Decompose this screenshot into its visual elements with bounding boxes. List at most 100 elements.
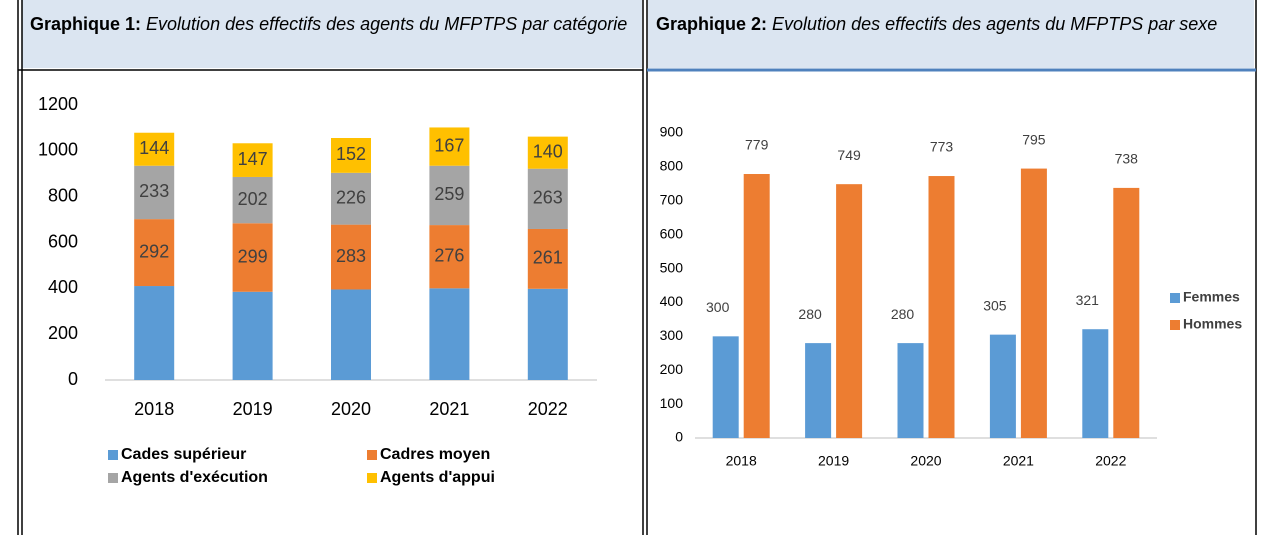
y-tick-label: 400	[48, 277, 78, 297]
data-label: 259	[434, 184, 464, 204]
y-tick-label: 200	[48, 323, 78, 343]
header-2: Graphique 2: Evolution des effectifs des…	[648, 0, 1254, 68]
data-label: 276	[434, 245, 464, 265]
legend-label: Femmes	[1183, 289, 1240, 305]
bar-segment	[331, 224, 371, 290]
bar	[743, 174, 770, 438]
data-label: 305	[983, 297, 1007, 313]
y-tick-label: 600	[48, 231, 78, 251]
bar	[928, 176, 955, 439]
bar	[1082, 329, 1109, 438]
data-label: 773	[930, 139, 954, 155]
x-tick-label: 2022	[528, 399, 568, 419]
x-tick-label: 2019	[818, 453, 849, 469]
bar	[1020, 168, 1047, 439]
x-tick-label: 2021	[429, 399, 469, 419]
legend-swatch	[108, 450, 118, 460]
legend-label: Cades supérieur	[121, 446, 246, 463]
bar-segment	[134, 286, 175, 380]
data-label: 152	[336, 144, 366, 164]
chart-subtitle: Evolution des effectifs des agents du MF…	[146, 14, 628, 34]
data-label: 321	[1076, 292, 1100, 308]
legend-swatch	[367, 450, 377, 460]
bar	[836, 184, 863, 438]
data-label: 280	[798, 306, 822, 322]
bar-segment	[134, 132, 175, 166]
bar-segment	[429, 165, 470, 226]
legend-swatch	[367, 473, 377, 483]
data-label: 299	[238, 246, 268, 266]
data-label: 300	[706, 299, 730, 315]
bar-segment	[429, 225, 470, 289]
bar-segment	[232, 176, 273, 224]
data-label: 261	[533, 248, 563, 268]
bar	[712, 336, 739, 438]
data-label: 233	[139, 181, 169, 201]
y-tick-label: 200	[660, 361, 684, 377]
bar-segment	[429, 127, 470, 166]
data-label: 283	[336, 246, 366, 266]
legend-label: Agents d'exécution	[121, 469, 268, 486]
y-tick-label: 1000	[38, 140, 78, 160]
x-tick-label: 2021	[1003, 453, 1034, 469]
data-label: 738	[1115, 151, 1139, 167]
y-tick-label: 500	[660, 259, 684, 275]
y-tick-label: 700	[660, 191, 684, 207]
bar	[805, 343, 832, 438]
legend-label: Cadres moyen	[380, 446, 490, 463]
bar-segment	[232, 143, 273, 177]
y-tick-label: 100	[660, 395, 684, 411]
y-tick-label: 800	[48, 185, 78, 205]
data-label: 144	[139, 138, 169, 158]
data-label: 140	[533, 141, 563, 161]
y-tick-label: 1200	[38, 94, 78, 114]
y-tick-label: 800	[660, 158, 684, 174]
chart-title: Graphique 1:	[30, 14, 142, 34]
x-tick-label: 2020	[331, 399, 371, 419]
y-tick-label: 600	[660, 225, 684, 241]
y-tick-label: 0	[675, 429, 683, 445]
x-tick-label: 2019	[233, 399, 273, 419]
bar-segment	[232, 291, 273, 380]
bar-segment	[527, 136, 568, 169]
y-tick-label: 300	[660, 327, 684, 343]
bar-segment	[527, 168, 568, 229]
data-label: 280	[891, 306, 915, 322]
bar-segment	[429, 288, 470, 380]
legend-label: Agents d'appui	[380, 469, 495, 486]
y-tick-label: 0	[68, 369, 78, 389]
bar-segment	[134, 165, 175, 220]
bar-segment	[527, 228, 568, 289]
data-label: 292	[139, 241, 169, 261]
bar-segment	[527, 288, 568, 380]
data-label: 226	[336, 187, 366, 207]
y-tick-label: 400	[660, 293, 684, 309]
x-tick-label: 2022	[1095, 453, 1126, 469]
data-label: 779	[745, 137, 769, 153]
bar	[897, 343, 924, 438]
data-label: 263	[533, 188, 563, 208]
data-label: 167	[434, 135, 464, 155]
data-label: 749	[837, 147, 861, 163]
legend-swatch	[108, 473, 118, 483]
legend-swatch	[1170, 320, 1180, 330]
legend-swatch	[1170, 293, 1180, 303]
bar	[989, 334, 1016, 438]
y-tick-label: 900	[660, 124, 684, 140]
data-label: 795	[1022, 131, 1046, 147]
bar-segment	[331, 289, 371, 380]
bar-segment	[134, 219, 175, 287]
bar-segment	[331, 172, 371, 225]
bar-segment	[232, 223, 273, 292]
chart-subtitle: Evolution des effectifs des agents du MF…	[772, 14, 1218, 34]
bar	[1113, 187, 1140, 438]
x-tick-label: 2018	[134, 399, 174, 419]
header-1: Graphique 1: Evolution des effectifs des…	[22, 0, 642, 68]
bar-segment	[331, 138, 371, 173]
x-tick-label: 2018	[726, 453, 757, 469]
chart-title: Graphique 2:	[656, 14, 768, 34]
legend-label: Hommes	[1183, 316, 1242, 332]
data-label: 202	[238, 189, 268, 209]
